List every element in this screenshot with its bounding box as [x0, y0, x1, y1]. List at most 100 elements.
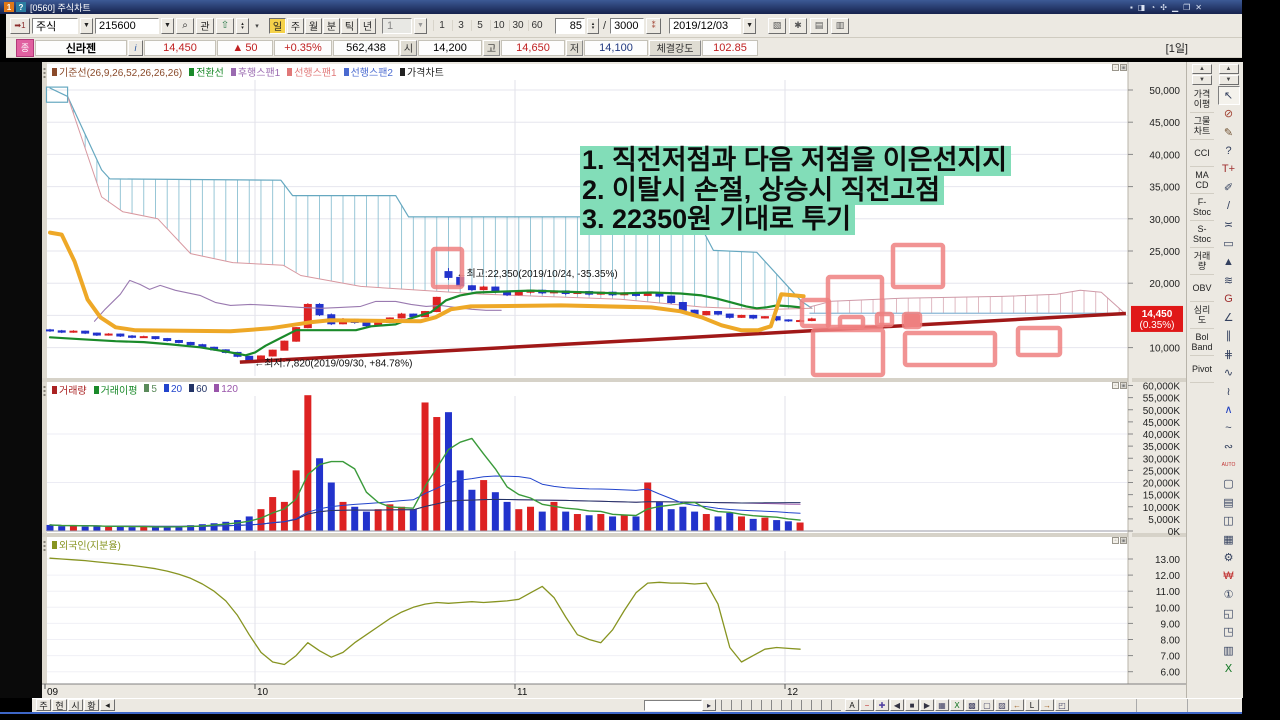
regression-tool[interactable]: ∾	[1217, 437, 1240, 456]
minute-button-10[interactable]: 10	[490, 20, 507, 31]
tool-scroll-down[interactable]: ▼	[1218, 75, 1239, 85]
multi-window-icon[interactable]: ▧	[768, 17, 787, 34]
minute-button-3[interactable]: 3	[452, 20, 469, 31]
minute-button-5[interactable]: 5	[471, 20, 488, 31]
eraser-tool[interactable]: ⊘	[1217, 104, 1240, 123]
date-select[interactable]: 2019/12/03	[669, 17, 742, 34]
indicator-button-macd[interactable]: MA CD	[1190, 167, 1214, 194]
link-icon[interactable]: ➡1	[10, 17, 30, 34]
rect-tool[interactable]: ▭	[1217, 234, 1240, 253]
measure-tool[interactable]: ≍	[1217, 215, 1240, 234]
adjusted-price-icon[interactable]: ⁑	[646, 17, 662, 34]
text-tool[interactable]: T+	[1217, 160, 1240, 179]
price-note-tool[interactable]: ₩	[1217, 567, 1240, 586]
goto-button[interactable]: ▸	[702, 699, 716, 711]
zoom-out-button[interactable]: −	[860, 699, 874, 711]
minute-button-1[interactable]: 1	[433, 20, 450, 31]
restore-icon[interactable]: ❐	[1183, 2, 1191, 12]
next-button[interactable]: ▶	[920, 699, 934, 711]
indicator-button-net-chart[interactable]: 그물 차트	[1190, 113, 1214, 140]
line-tool[interactable]: /	[1217, 197, 1240, 216]
memo-tool[interactable]: ▤	[1217, 493, 1240, 512]
indicator-button-slow-stochastic[interactable]: S- Stoc	[1190, 221, 1214, 248]
option-icon[interactable]: ✣	[1160, 2, 1167, 12]
indicator-button-psychology[interactable]: 심리 도	[1190, 302, 1214, 329]
bar-count-input[interactable]: 85	[555, 17, 585, 34]
angle-tool[interactable]: ∠	[1217, 308, 1240, 327]
save-icon[interactable]: ▤	[810, 17, 829, 34]
pen-tool[interactable]: ✎	[1217, 123, 1240, 142]
number-tool[interactable]: ①	[1217, 585, 1240, 604]
pattern-grid-tool[interactable]: ▦	[1217, 530, 1240, 549]
help-icon[interactable]: ?	[16, 2, 26, 12]
info-icon[interactable]: i	[128, 39, 143, 56]
gann-tool[interactable]: G	[1217, 289, 1240, 308]
period-button-년[interactable]: 년	[359, 17, 376, 34]
statusbar-tab-현[interactable]: 현	[52, 699, 67, 711]
pin-icon[interactable]: ▪	[1130, 2, 1133, 12]
save-chart-button[interactable]: ▩	[965, 699, 979, 711]
area-chart-button[interactable]: ▨	[995, 699, 1009, 711]
prev-button[interactable]: ◀	[890, 699, 904, 711]
chart-zoom-tool[interactable]: ◳	[1217, 622, 1240, 641]
print-icon[interactable]: ▥	[831, 17, 850, 34]
drawn-annotation-boxes[interactable]	[430, 242, 1063, 378]
statusbar-collapse-button[interactable]: ◂	[100, 699, 115, 711]
minute-button-30[interactable]: 30	[509, 20, 526, 31]
period-button-일[interactable]: 일	[269, 17, 286, 34]
page-zoom-button[interactable]: ◰	[1055, 699, 1069, 711]
log-scale-button[interactable]: L	[1025, 699, 1039, 711]
help-tool[interactable]: ?	[1217, 141, 1240, 160]
layout-button[interactable]: ▢	[980, 699, 994, 711]
zigzag-tool[interactable]: ≀	[1217, 382, 1240, 401]
code-stepper[interactable]: ▴ ▾	[236, 17, 249, 34]
indicator-scroll-down[interactable]: ▼	[1192, 75, 1212, 85]
curve-tool[interactable]: ~	[1217, 419, 1240, 438]
goto-date-input[interactable]	[644, 699, 702, 711]
wave-tool[interactable]: ∿	[1217, 363, 1240, 382]
window-tool[interactable]: ▢	[1217, 474, 1240, 493]
date-dropdown-icon[interactable]: ▼	[743, 17, 757, 34]
indicator-button-bollinger-band[interactable]: Bol Band	[1190, 329, 1214, 356]
indicator-button-pivot[interactable]: Pivot	[1190, 356, 1214, 383]
asset-type-select[interactable]: 주식	[32, 17, 78, 34]
pane-maximize-icon[interactable]: ▣	[1120, 537, 1127, 544]
fibonacci-tool[interactable]: ≋	[1217, 271, 1240, 290]
indicator-button-fast-stochastic[interactable]: F- Stoc	[1190, 194, 1214, 221]
excel-button[interactable]: Ⅹ	[950, 699, 964, 711]
pane-minimize-icon[interactable]: ▫	[1112, 537, 1119, 544]
period-button-분[interactable]: 분	[323, 17, 340, 34]
period-button-월[interactable]: 월	[305, 17, 322, 34]
period-button-주[interactable]: 주	[287, 17, 304, 34]
statusbar-tab-주[interactable]: 주	[36, 699, 51, 711]
pane-maximize-icon[interactable]: ▣	[1120, 382, 1127, 389]
watch-button[interactable]: 관	[196, 17, 214, 34]
indicator-button-cci[interactable]: CCI	[1190, 140, 1214, 167]
support-trendline[interactable]	[239, 311, 1126, 364]
search-icon[interactable]: ⌕	[176, 17, 194, 34]
stock-up-icon[interactable]: ⇧	[216, 17, 234, 34]
crosshair-button[interactable]: ✚	[875, 699, 889, 711]
stamp-tool[interactable]: ✐	[1217, 178, 1240, 197]
indicator-button-price-ma[interactable]: 가격 이평	[1190, 86, 1214, 113]
channel-tool[interactable]: ⋕	[1217, 345, 1240, 364]
period-button-틱[interactable]: 틱	[341, 17, 358, 34]
mini-chart-tool[interactable]: ◫	[1217, 511, 1240, 530]
minute-button-60[interactable]: 60	[528, 20, 545, 31]
total-bars-input[interactable]: 3000	[610, 17, 645, 34]
tool-scroll-up[interactable]: ▲	[1218, 64, 1239, 74]
doc-search-tool[interactable]: ▥	[1217, 641, 1240, 660]
elliott-tool[interactable]: ∧	[1217, 400, 1240, 419]
indicator-scroll-up[interactable]: ▲	[1192, 64, 1212, 74]
timer-icon[interactable]: ◔	[1150, 2, 1156, 12]
indicator-button-volume[interactable]: 거래 량	[1190, 248, 1214, 275]
bar-count-stepper[interactable]: ▴ ▾	[587, 17, 599, 34]
minimize-icon[interactable]: ▁	[1171, 2, 1179, 12]
zoom-slider[interactable]	[721, 699, 841, 711]
indicator-button-obv[interactable]: OBV	[1190, 275, 1214, 302]
select-region-tool[interactable]: ◱	[1217, 604, 1240, 623]
asset-dropdown-icon[interactable]: ▼	[80, 17, 93, 34]
pane-minimize-icon[interactable]: ▫	[1112, 64, 1119, 71]
grid-chart-button[interactable]: ▦	[935, 699, 949, 711]
parallel-tool[interactable]: ∥	[1217, 326, 1240, 345]
